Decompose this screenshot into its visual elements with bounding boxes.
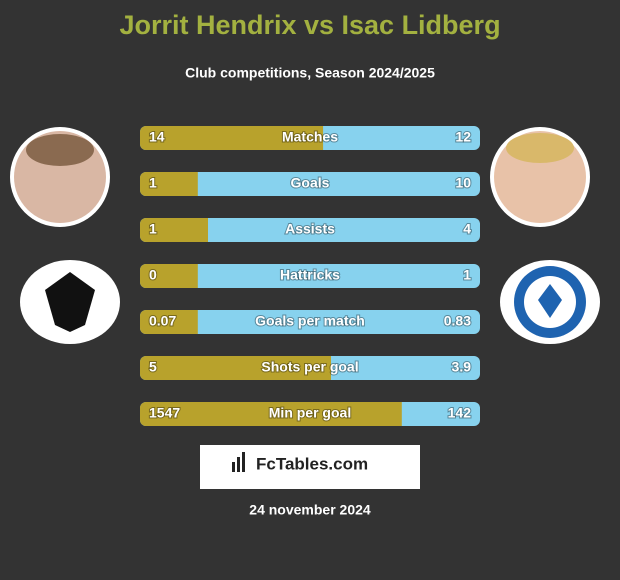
category-label: Goals per match (255, 313, 365, 329)
value-label-right: 0.83 (444, 313, 471, 329)
value-label-left: 1547 (149, 405, 180, 421)
club-logo-right (500, 260, 600, 344)
value-label-right: 1 (463, 267, 471, 283)
bar-left (140, 264, 198, 288)
category-label: Matches (282, 129, 338, 145)
value-label-left: 0.07 (149, 313, 176, 329)
bar-row (140, 356, 480, 380)
value-label-right: 142 (448, 405, 472, 421)
category-label: Goals (291, 175, 330, 191)
bar-row (140, 172, 480, 196)
category-label: Shots per goal (261, 359, 358, 375)
bar-left (140, 172, 198, 196)
bar-row (140, 264, 480, 288)
value-label-right: 3.9 (452, 359, 472, 375)
source-text: FcTables.com (256, 454, 368, 473)
bar-left (140, 126, 324, 150)
value-label-left: 1 (149, 175, 157, 191)
player-photo-right (490, 127, 590, 227)
chart-subtitle: Club competitions, Season 2024/2025 (185, 65, 435, 81)
category-label: Hattricks (280, 267, 340, 283)
value-label-left: 14 (149, 129, 165, 145)
value-label-left: 5 (149, 359, 157, 375)
club-logo-left (20, 260, 120, 344)
value-label-left: 1 (149, 221, 157, 237)
bar-left (140, 356, 332, 380)
date: 24 november 2024 (249, 502, 371, 518)
bar-left (140, 402, 402, 426)
bar-row (140, 310, 480, 334)
bar-left (140, 218, 208, 242)
player-photo-left (10, 127, 110, 227)
value-label-right: 10 (455, 175, 471, 191)
bar-row (140, 218, 480, 242)
bar-left (140, 310, 198, 334)
category-label: Min per goal (269, 405, 351, 421)
chart-title: Jorrit Hendrix vs Isac Lidberg (119, 10, 500, 40)
value-label-right: 12 (455, 129, 471, 145)
value-label-right: 4 (463, 221, 471, 237)
category-label: Assists (285, 221, 335, 237)
bar-row (140, 402, 480, 426)
bar-row (140, 126, 480, 150)
value-label-left: 0 (149, 267, 157, 283)
source-logo: FcTables.com (200, 445, 420, 489)
